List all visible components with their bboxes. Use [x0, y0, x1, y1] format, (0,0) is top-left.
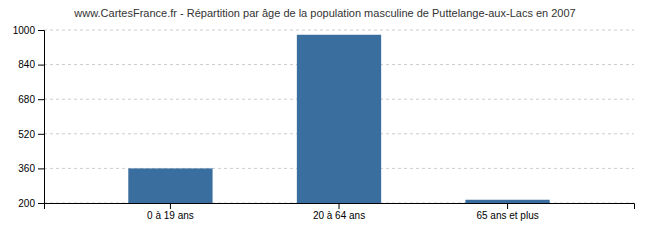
- y-tick-mark: [38, 134, 44, 135]
- y-tick-label: 1000: [13, 25, 36, 36]
- x-tick-mark: [339, 203, 340, 209]
- y-tick: 520: [18, 129, 44, 140]
- x-tick: 0 à 19 ans: [147, 203, 194, 221]
- y-tick: 840: [18, 59, 44, 70]
- x-tick-label: 65 ans et plus: [476, 210, 538, 221]
- x-tick-label: 20 à 64 ans: [313, 210, 365, 221]
- y-tick-label: 200: [18, 198, 35, 209]
- plot: 200 360 520 680 840 1000 0 à 19 ans 20 à 64 ans…: [13, 25, 635, 229]
- y-tick: 680: [18, 94, 44, 105]
- x-tick: 20 à 64 ans: [313, 203, 365, 221]
- x-tick: 65 ans et plus: [476, 203, 538, 221]
- x-tick-mark: [170, 203, 171, 209]
- y-tick-mark: [38, 30, 44, 31]
- y-tick-mark: [38, 203, 44, 204]
- x-axis-line: [45, 204, 635, 210]
- chart: www.CartesFrance.fr - Répartition par âg…: [0, 0, 650, 229]
- x-tick-mark: [507, 203, 508, 209]
- x-axis: 0 à 19 ans 20 à 64 ans 65 ans et plus: [45, 203, 635, 221]
- y-tick: 360: [18, 163, 44, 174]
- y-axis: 200 360 520 680 840 1000: [13, 25, 45, 209]
- bar: [297, 35, 381, 203]
- y-tick-label: 520: [18, 129, 35, 140]
- y-tick-mark: [38, 168, 44, 169]
- x-tick-label: 0 à 19 ans: [147, 210, 194, 221]
- y-tick-mark: [38, 65, 44, 66]
- title: www.CartesFrance.fr - Répartition par âg…: [73, 7, 575, 19]
- y-tick-label: 680: [18, 94, 35, 105]
- chart-container: www.CartesFrance.fr - Répartition par âg…: [0, 0, 650, 229]
- bar: [465, 200, 549, 203]
- y-tick-label: 360: [18, 163, 35, 174]
- y-axis-line: [38, 31, 45, 204]
- y-tick: 200: [18, 198, 44, 209]
- y-tick-mark: [38, 99, 44, 100]
- y-tick: 1000: [13, 25, 44, 36]
- grid-line: [44, 30, 634, 31]
- bars: [128, 35, 549, 203]
- y-tick-label: 840: [18, 59, 35, 70]
- bar: [128, 168, 212, 203]
